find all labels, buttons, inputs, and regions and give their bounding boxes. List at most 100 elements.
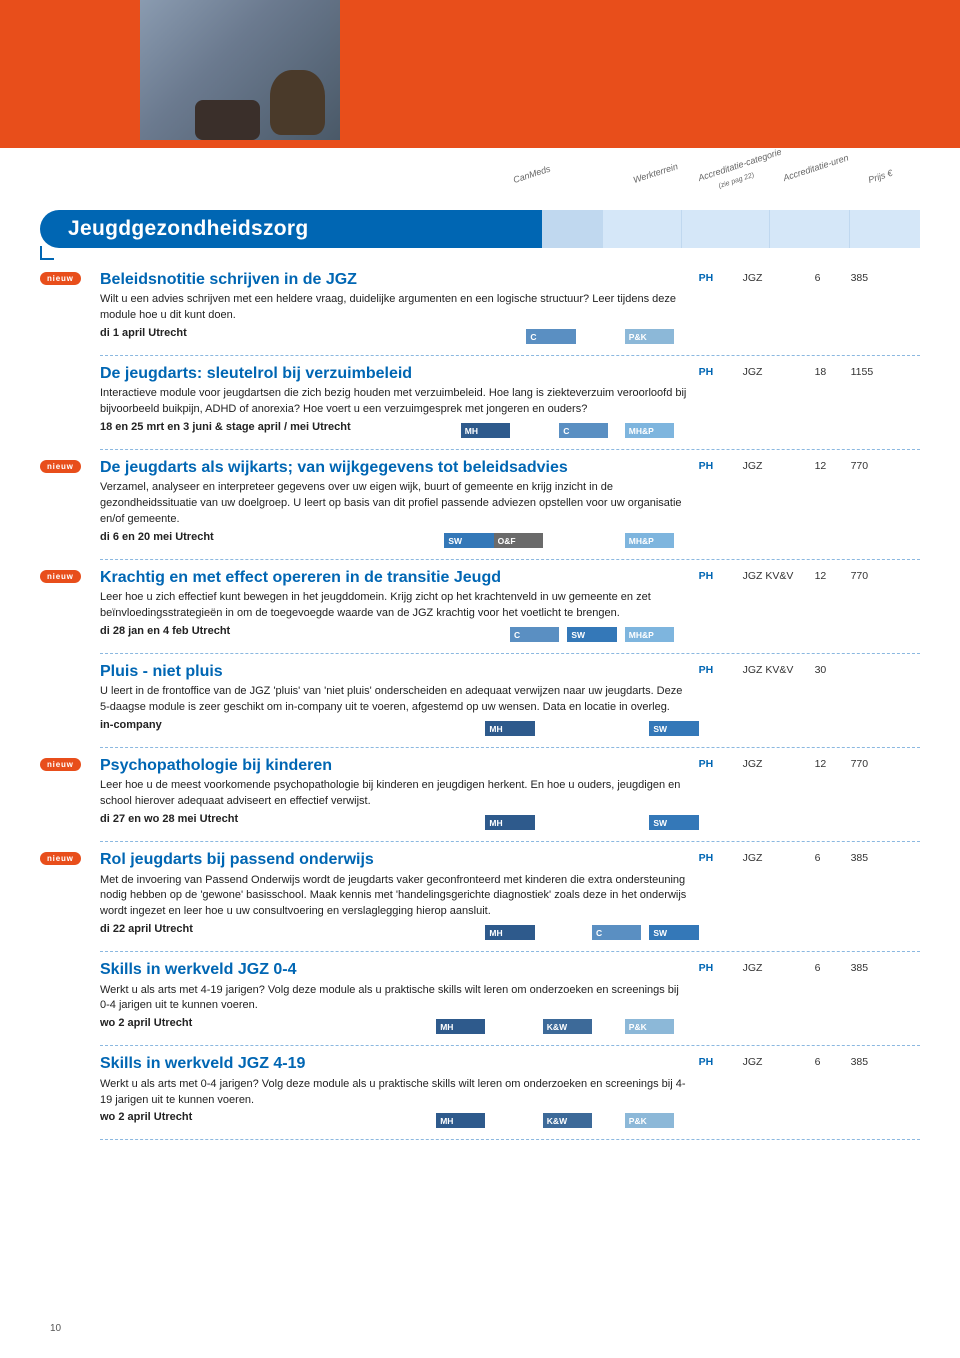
label-accr-uren: Accreditatie-uren (782, 152, 850, 183)
column-header-labels: CanMeds Werkterrein Accreditatie-categor… (625, 145, 925, 205)
tag-row: CSWMH&P (100, 627, 920, 645)
meta-ph: PH (699, 460, 743, 472)
col-head-accr-cat (682, 210, 770, 248)
corner-tick (40, 246, 54, 260)
canmeds-tag: SW (649, 721, 698, 736)
meta-uren: 12 (815, 460, 851, 472)
meta-ph: PH (699, 664, 743, 676)
meta-werkterrein: JGZ (743, 460, 815, 472)
course-description: Werkt u als arts met 4-19 jarigen? Volg … (100, 983, 690, 1015)
tag-row: CP&K (100, 329, 920, 347)
meta-prijs: 770 (851, 570, 869, 582)
col-head-canmeds (542, 210, 604, 248)
canmeds-tag: SW (567, 627, 616, 642)
label-canmeds: CanMeds (512, 164, 552, 185)
meta-prijs: 385 (851, 272, 869, 284)
course-meta: PHJGZ6385 (699, 1056, 869, 1068)
canmeds-tag: O&F (494, 533, 543, 548)
meta-uren: 6 (815, 1056, 851, 1068)
meta-uren: 12 (815, 758, 851, 770)
divider (100, 653, 920, 654)
meta-uren: 12 (815, 570, 851, 582)
tag-row: MHK&WP&K (100, 1113, 920, 1131)
meta-uren: 18 (815, 366, 851, 378)
divider (100, 449, 920, 450)
course-description: Leer hoe u zich effectief kunt bewegen i… (100, 590, 690, 622)
canmeds-tag: C (526, 329, 575, 344)
canmeds-tag: P&K (625, 1019, 674, 1034)
meta-ph: PH (699, 366, 743, 378)
label-werkterrein: Werkterrein (632, 161, 679, 185)
divider (100, 951, 920, 952)
meta-uren: 30 (815, 664, 851, 676)
meta-ph: PH (699, 852, 743, 864)
header-photo-figure-2 (270, 70, 325, 135)
meta-prijs: 770 (851, 460, 869, 472)
tag-row: SWO&F MH&P (100, 533, 920, 551)
tag-row: MH SW (100, 721, 920, 739)
meta-ph: PH (699, 962, 743, 974)
canmeds-tag: SW (649, 925, 698, 940)
canmeds-tag: MH&P (625, 627, 674, 642)
canmeds-tag: MH (436, 1113, 485, 1128)
col-head-accr-uren (770, 210, 849, 248)
course-item: nieuwPsychopathologie bij kinderenPHJGZ1… (40, 756, 920, 842)
meta-werkterrein: JGZ (743, 272, 815, 284)
courses-container: nieuwBeleidsnotitie schrijven in de JGZP… (40, 270, 920, 1148)
meta-werkterrein: JGZ (743, 852, 815, 864)
course-description: Interactieve module voor jeugdartsen die… (100, 386, 690, 418)
course-item: Skills in werkveld JGZ 0-4PHJGZ6385Werkt… (40, 960, 920, 1046)
course-meta: PHJGZ6385 (699, 272, 869, 284)
canmeds-tag: C (559, 423, 608, 438)
meta-prijs: 385 (851, 962, 869, 974)
canmeds-tag: MH (485, 925, 534, 940)
meta-ph: PH (699, 1056, 743, 1068)
label-prijs: Prijs € (867, 168, 894, 185)
canmeds-tag: MH&P (625, 423, 674, 438)
canmeds-tag: MH&P (625, 533, 674, 548)
tag-row: MHCSW (100, 925, 920, 943)
divider (100, 747, 920, 748)
meta-uren: 6 (815, 272, 851, 284)
nieuw-badge: nieuw (40, 570, 81, 583)
meta-ph: PH (699, 272, 743, 284)
nieuw-badge: nieuw (40, 272, 81, 285)
canmeds-tag: K&W (543, 1113, 592, 1128)
meta-uren: 6 (815, 962, 851, 974)
meta-werkterrein: JGZ (743, 962, 815, 974)
course-item: De jeugdarts: sleutelrol bij verzuimbele… (40, 364, 920, 450)
nieuw-badge: nieuw (40, 758, 81, 771)
meta-werkterrein: JGZ KV&V (743, 664, 815, 676)
nieuw-badge: nieuw (40, 460, 81, 473)
page: CanMeds Werkterrein Accreditatie-categor… (0, 0, 960, 1358)
meta-prijs: 770 (851, 758, 869, 770)
tag-row: MH C MH&P (100, 423, 920, 441)
meta-uren: 6 (815, 852, 851, 864)
section-title: Jeugdgezondheidszorg (68, 217, 309, 241)
meta-werkterrein: JGZ KV&V (743, 570, 815, 582)
canmeds-tag: SW (444, 533, 493, 548)
course-item: nieuwDe jeugdarts als wijkarts; van wijk… (40, 458, 920, 560)
canmeds-tag: SW (649, 815, 698, 830)
canmeds-tag: MH (461, 423, 510, 438)
course-item: nieuwRol jeugdarts bij passend onderwijs… (40, 850, 920, 952)
canmeds-tag: MH (485, 815, 534, 830)
divider (100, 841, 920, 842)
meta-prijs: 385 (851, 1056, 869, 1068)
course-item: Skills in werkveld JGZ 4-19PHJGZ6385Werk… (40, 1054, 920, 1140)
header-photo-figure (195, 100, 260, 140)
tag-row: MH SW (100, 815, 920, 833)
section-header-row: Jeugdgezondheidszorg (40, 210, 920, 248)
course-description: U leert in de frontoffice van de JGZ 'pl… (100, 684, 690, 716)
section-title-bar: Jeugdgezondheidszorg (40, 210, 542, 248)
course-item: nieuwBeleidsnotitie schrijven in de JGZP… (40, 270, 920, 356)
course-description: Met de invoering van Passend Onderwijs w… (100, 873, 690, 921)
canmeds-tag: MH (485, 721, 534, 736)
divider (100, 355, 920, 356)
course-meta: PHJGZ12770 (699, 758, 869, 770)
course-meta: PHJGZ KV&V30 (699, 664, 851, 676)
course-meta: PHJGZ12770 (699, 460, 869, 472)
course-description: Werkt u als arts met 0-4 jarigen? Volg d… (100, 1077, 690, 1109)
meta-werkterrein: JGZ (743, 758, 815, 770)
meta-prijs: 1155 (851, 366, 874, 378)
